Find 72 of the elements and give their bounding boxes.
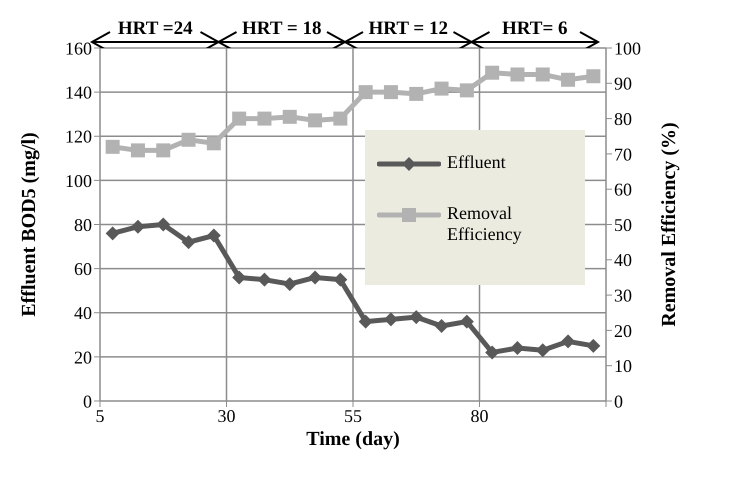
y-tick-label: 160 [65,38,92,58]
point [434,318,449,333]
y-tick-label: 40 [74,303,92,324]
x-tick-label: 5 [96,406,104,426]
point [510,341,524,356]
y2-tick-label: 50 [614,214,632,235]
y2-tick-label: 90 [614,74,632,94]
point [561,334,576,348]
point [257,272,272,287]
y2-tick-label: 70 [614,144,632,164]
y2-tick-label: 20 [614,320,632,341]
legend-label: Removal Efficiency [447,203,523,245]
y-tick-label: 120 [65,126,92,147]
x-axis-title: Time (day) [306,428,400,450]
point [156,143,170,158]
point [485,66,500,80]
point [485,345,500,360]
point [434,82,449,96]
point [232,112,246,126]
x-tick-label: 80 [470,406,488,426]
point [561,72,576,87]
point [586,69,600,84]
point [308,113,322,128]
y-tick-label: 0 [83,391,92,412]
text: HRT =24 [118,18,194,39]
point [206,136,221,150]
point [409,310,424,324]
y2-tick-label: 30 [614,285,632,306]
point [232,270,246,284]
point [282,277,297,292]
point [384,85,398,100]
y2-tick-label: 40 [614,250,632,270]
y2-tick-label: 80 [614,108,632,129]
point [182,235,196,250]
y2-tick-label: 0 [614,391,623,412]
y2-tick-label: 60 [614,180,632,200]
y-axis-title: Effluent BOD5 (mg/l) [18,132,40,317]
point [460,314,474,329]
point [106,226,120,240]
point [206,228,221,243]
point [156,218,170,232]
x-tick-label: 55 [344,406,362,426]
point [333,112,348,126]
y2-tick-label: 100 [614,38,641,58]
text: HRT= 6 [502,18,568,39]
text: HRT = 12 [368,18,448,39]
point [460,83,474,98]
legend-label: Effluent [447,152,507,173]
point [130,143,145,158]
point [182,132,196,147]
point [536,343,550,358]
x-tick-label: 30 [218,406,236,426]
point [586,338,600,353]
point [536,67,550,82]
y-tick-label: 140 [65,82,92,103]
y-tick-label: 60 [74,259,92,280]
y2-axis-title: Removal Efficiency (%) [658,122,680,327]
point [257,112,272,126]
point [358,314,373,329]
y-tick-label: 20 [74,347,92,368]
point [282,110,297,124]
y2-tick-label: 10 [614,356,632,376]
point [510,67,524,82]
point [333,272,348,287]
point [106,140,120,154]
y-tick-label: 80 [74,214,92,235]
text: HRT = 18 [242,18,322,39]
point [384,312,398,326]
y-tick-label: 100 [65,170,92,191]
point [358,85,373,100]
point [130,220,145,234]
point [409,86,424,101]
